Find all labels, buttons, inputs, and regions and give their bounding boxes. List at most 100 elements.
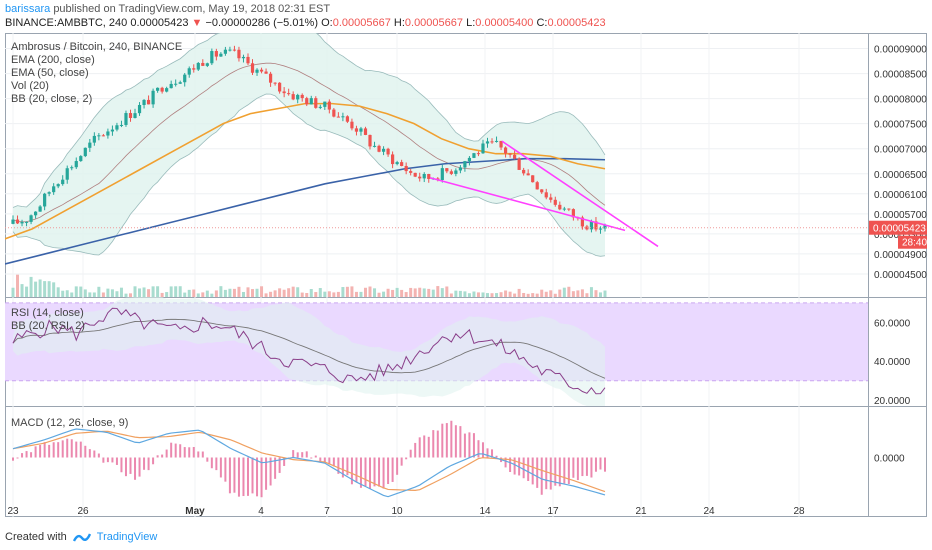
candle-body xyxy=(354,128,359,132)
candle-body xyxy=(305,98,309,105)
macd-histogram-bar xyxy=(373,457,376,487)
volume-bar xyxy=(305,292,309,297)
macd-histogram-bar xyxy=(152,457,155,465)
chart-canvas[interactable]: 0.00009000 0.00008500 0.00008000 0.00007500… xyxy=(4,24,927,525)
volume-bar xyxy=(101,292,105,297)
candle-body xyxy=(549,197,553,200)
main-title[interactable]: Ambrosus / Bitcoin, 240, BINANCE xyxy=(11,41,183,53)
macd-histogram-bar xyxy=(378,457,381,487)
volume-bar xyxy=(269,291,273,297)
volume-bar xyxy=(296,287,300,297)
macd-histogram-bar xyxy=(34,446,37,458)
candle-body xyxy=(318,106,322,108)
volume-bar xyxy=(273,290,277,297)
macd-histogram-bar xyxy=(79,441,82,458)
ema200-legend[interactable]: EMA (200, close) xyxy=(11,54,95,66)
macd-histogram-bar xyxy=(486,448,489,458)
close-value: 0.00005423 xyxy=(547,17,606,29)
volume-bar xyxy=(174,286,178,297)
candle-body xyxy=(178,82,182,84)
volume-bar xyxy=(499,292,503,297)
candle-body xyxy=(336,116,340,118)
rsi-tick-label: 40.0000 xyxy=(874,357,911,368)
candle-body xyxy=(219,53,223,57)
macd-zero-label: 0.0000 xyxy=(874,454,905,465)
price-tick-label: 0.00005300 xyxy=(874,230,927,241)
volume-bar xyxy=(373,288,377,297)
macd-histogram-bar xyxy=(102,457,105,463)
macd-histogram-bar xyxy=(197,451,200,458)
volume-bar xyxy=(70,292,74,297)
candle-body xyxy=(38,206,42,212)
candle-body xyxy=(522,169,526,174)
rsi-tick-label: 20.0000 xyxy=(874,396,911,407)
candle-body xyxy=(332,109,336,117)
price-tick-label: 0.00006100 xyxy=(874,190,927,201)
rsi-tick-label: 60.0000 xyxy=(874,318,911,329)
rsi-legend-item[interactable]: RSI (14, close) xyxy=(11,307,84,319)
volume-bar xyxy=(490,293,494,297)
open-label: O: xyxy=(321,17,333,29)
volume-bar xyxy=(300,292,304,297)
rsi-bb-legend-item[interactable]: BB (20, RSI, 2) xyxy=(11,320,85,332)
candle-body xyxy=(449,171,453,174)
volume-bar xyxy=(192,289,196,297)
macd-histogram-bar xyxy=(147,457,150,471)
volume-bar xyxy=(214,290,218,297)
author-link[interactable]: barissara xyxy=(5,3,51,15)
macd-histogram-bar xyxy=(228,457,231,494)
volume-bar xyxy=(544,291,548,297)
macd-histogram-bar xyxy=(522,457,525,479)
macd-legend-item[interactable]: MACD (12, 26, close, 9) xyxy=(11,417,129,429)
chart-frame xyxy=(5,33,927,517)
time-tick-label: 26 xyxy=(77,506,89,517)
candle-body xyxy=(124,113,128,125)
symbol-label: BINANCE:AMBBTC, 240 xyxy=(5,17,128,29)
chart-area[interactable]: 0.00009000 0.00008500 0.00008000 0.00007500… xyxy=(4,24,927,525)
macd-histogram-bar xyxy=(219,457,222,478)
candle-body xyxy=(74,161,78,168)
candle-body xyxy=(404,165,408,172)
price-tick-label: 0.00004900 xyxy=(874,250,927,261)
macd-histogram-bar xyxy=(170,442,173,458)
candle-body xyxy=(585,226,589,230)
trendline-lower xyxy=(429,177,626,232)
volume-bar xyxy=(264,293,268,297)
time-tick-label: 14 xyxy=(479,506,491,517)
candle-body xyxy=(296,94,300,100)
high-value: 0.00005667 xyxy=(404,17,464,29)
macd-histogram-bar xyxy=(319,457,322,462)
macd-histogram-bar xyxy=(477,440,480,458)
macd-histogram-bar xyxy=(292,450,295,458)
volume-legend[interactable]: Vol (20) xyxy=(11,80,49,92)
candle-body xyxy=(580,217,585,227)
price-tick-label: 0.00006500 xyxy=(874,170,927,181)
candle-body xyxy=(160,87,164,92)
macd-histogram-bar xyxy=(332,457,335,467)
volume-bar xyxy=(594,290,598,297)
macd-histogram-bar xyxy=(337,457,340,474)
macd-signal-line xyxy=(12,430,606,493)
price-tick-label: 0.00007500 xyxy=(874,120,927,131)
macd-histogram-bar xyxy=(93,450,96,458)
main-indicator-legend: Ambrosus / Bitcoin, 240, BINANCE EMA (20… xyxy=(11,41,182,106)
price-tick-label: 0.00009000 xyxy=(874,45,927,56)
candle-body xyxy=(314,98,318,108)
tradingview-brand[interactable]: TradingView xyxy=(96,531,158,543)
ema50-legend[interactable]: EMA (50, close) xyxy=(11,67,89,79)
candle-body xyxy=(282,91,286,94)
macd-histogram-bar xyxy=(274,457,277,479)
volume-bar xyxy=(178,286,182,297)
macd-histogram-bar xyxy=(427,436,430,458)
volume-bar xyxy=(11,287,15,297)
volume-bar xyxy=(531,293,535,297)
macd-histogram-bar xyxy=(341,457,344,478)
volume-bar xyxy=(169,286,173,297)
volume-bar xyxy=(576,290,580,297)
macd-histogram-bar xyxy=(364,457,367,487)
price-tick-label: 0.00007000 xyxy=(874,145,927,156)
bb-legend[interactable]: BB (20, close, 2) xyxy=(11,93,93,105)
volume-bar xyxy=(336,291,340,297)
candle-body xyxy=(508,153,512,155)
macd-histogram-bar xyxy=(21,453,24,458)
